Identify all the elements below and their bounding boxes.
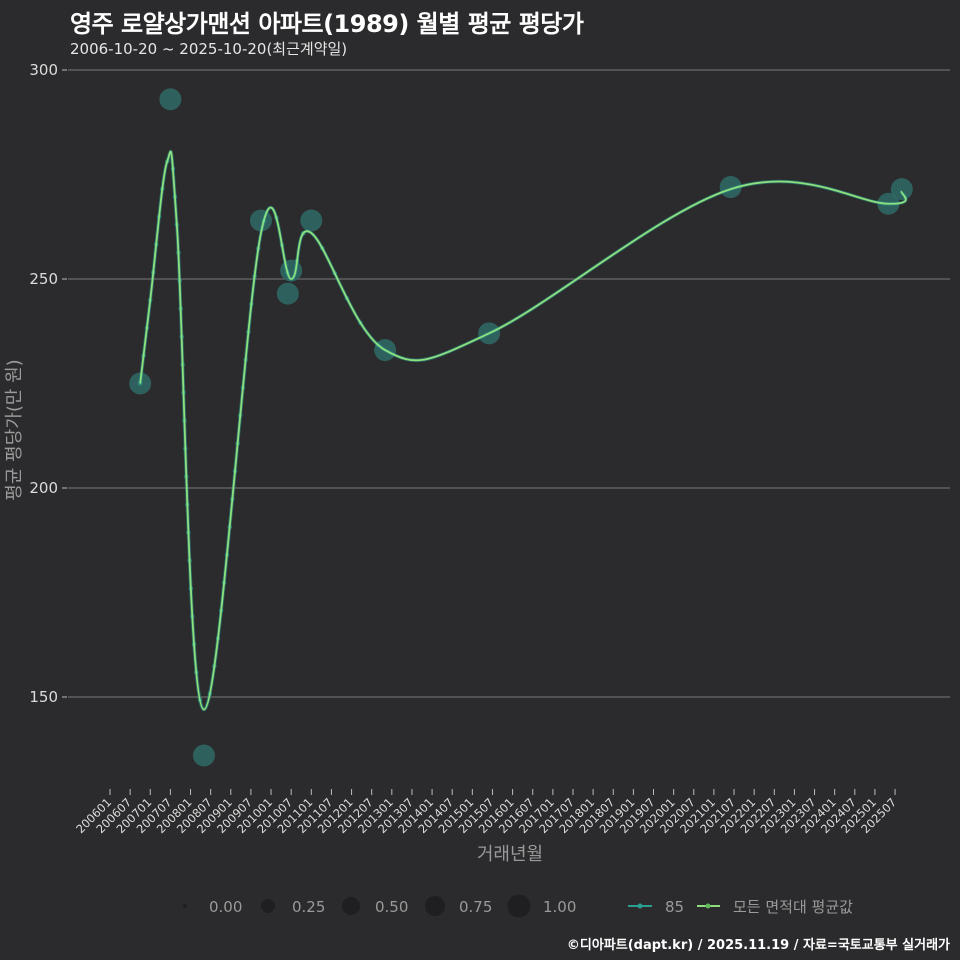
y-tick-label: 250 xyxy=(29,270,58,288)
legend-series-average: 모든 면적대 평균값 xyxy=(733,898,853,916)
legend-size-key xyxy=(425,896,445,916)
data-bubble xyxy=(300,209,323,232)
y-axis-title: 평균 평당가(만 원) xyxy=(4,359,25,500)
source-caption: ©디아파트(dapt.kr) / 2025.11.19 / 자료=국토교통부 실… xyxy=(566,938,950,953)
data-bubble xyxy=(192,744,215,767)
data-bubble xyxy=(890,178,913,201)
legend-size-key xyxy=(342,897,360,915)
data-bubble xyxy=(276,282,299,305)
legend-size-key xyxy=(183,904,187,908)
series-85-line xyxy=(138,149,908,712)
y-tick-label: 300 xyxy=(29,61,58,79)
legend-size-key xyxy=(261,899,275,913)
y-tick-label: 150 xyxy=(29,688,58,706)
series-lines xyxy=(138,149,908,712)
grid-lines xyxy=(68,69,950,698)
x-axis-ticks: 2006012006072007012007072008012008072009… xyxy=(73,789,899,836)
legend-size-label: 0.00 xyxy=(209,898,242,916)
y-tick-label: 200 xyxy=(29,479,58,497)
data-bubble xyxy=(159,88,182,111)
x-axis-title: 거래년월 xyxy=(477,844,543,865)
y-axis-ticks: 150 200 250 300 xyxy=(29,61,67,706)
legend-series-85: 85 xyxy=(665,898,684,916)
legend-size-label: 1.00 xyxy=(543,898,576,916)
chart-title: 영주 로얄상가맨션 아파트(1989) 월별 평균 평당가 xyxy=(70,10,584,38)
legend-size-key xyxy=(507,894,531,918)
series-85-bubbles xyxy=(129,88,913,767)
average-line xyxy=(139,150,907,711)
legend-size-label: 0.50 xyxy=(375,898,408,916)
legend-size-label: 0.25 xyxy=(292,898,325,916)
legend-size-label: 0.75 xyxy=(459,898,492,916)
legend: 0.00 0.25 0.50 0.75 1.00 85 모든 면적대 평균값 xyxy=(183,894,853,918)
chart-subtitle: 2006-10-20 ~ 2025-10-20(최근계약일) xyxy=(70,40,348,58)
